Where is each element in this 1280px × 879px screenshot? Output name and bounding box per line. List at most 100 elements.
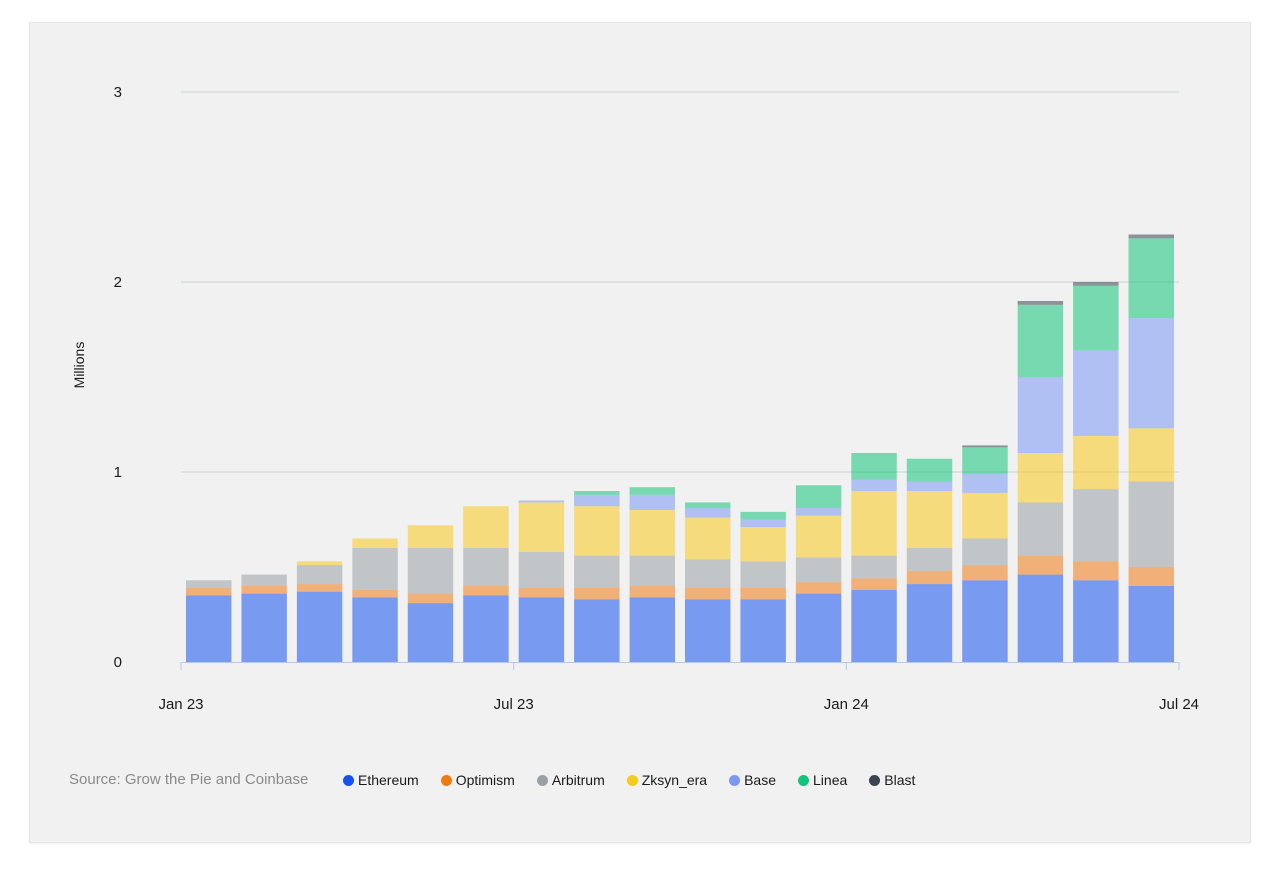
bar-arbitrum-2023-02 [241,574,287,586]
bar-optimism-2024-01 [851,578,897,590]
bar-arbitrum-2023-01 [185,580,232,588]
bar-linea-2023-12 [795,485,842,509]
bar-arbitrum-2023-10 [684,559,731,588]
axes: 0 1 2 3 Jan 23 Jul 23 Jan 24 Jul 24 [114,84,1199,713]
y-tick-label: 3 [114,84,122,101]
bar-arbitrum-2023-03 [296,565,343,585]
bar-ethereum-2023-08 [574,599,620,662]
bar-ethereum-2024-04 [1017,574,1064,662]
bar-optimism-2024-04 [1017,555,1064,575]
bar-blast-2024-05 [1073,282,1119,286]
bar-base-2024-01 [851,479,897,491]
bar-ethereum-2023-06 [463,595,509,662]
bar-arbitrum-2023-06 [463,548,509,586]
bar-optimism-2023-01 [185,587,232,596]
x-tick-label: Jan 24 [824,696,869,713]
bar-base-2024-06 [1128,318,1175,429]
bar-optimism-2023-04 [352,589,398,598]
bar-zksyn_era-2024-01 [851,491,897,556]
bar-ethereum-2023-10 [684,599,731,662]
legend-swatch [729,774,741,786]
bar-linea-2024-04 [1017,304,1064,377]
bar-zksyn_era-2023-03 [296,561,343,566]
bar-arbitrum-2024-02 [906,548,953,571]
bar-zksyn_era-2024-03 [962,492,1008,539]
bar-optimism-2023-11 [740,587,786,600]
legend-item-zksyn_era: Zksyn_era [626,772,708,788]
legend-swatch [343,774,354,786]
legend-label: Arbitrum [551,772,605,788]
bar-ethereum-2023-11 [740,599,786,662]
x-tick-label: Jul 24 [1159,696,1199,713]
bar-linea-2024-06 [1128,238,1175,319]
bar-arbitrum-2023-07 [518,551,565,588]
legend-item-optimism: Optimism [440,772,515,788]
bar-arbitrum-2023-12 [795,557,842,583]
legend-item-base: Base [729,772,776,788]
bar-linea-2023-11 [740,511,786,520]
legend-swatch [440,774,452,786]
x-tick-label: Jan 23 [158,696,203,713]
bar-zksyn_era-2023-05 [407,525,454,548]
bar-arbitrum-2023-05 [407,548,454,594]
bar-linea-2024-02 [906,458,953,482]
grid-lines [181,91,1179,473]
bar-ethereum-2023-09 [629,597,676,662]
legend-item-ethereum: Ethereum [343,772,419,788]
bar-arbitrum-2024-05 [1073,489,1119,562]
legend-item-linea: Linea [798,772,847,788]
bar-linea-2024-05 [1073,285,1119,351]
bar-base-2023-11 [740,519,786,528]
bar-base-2024-04 [1017,377,1064,453]
bar-ethereum-2023-12 [795,593,842,662]
bar-optimism-2024-06 [1128,567,1175,586]
bar-blast-2024-03 [962,445,1008,448]
bar-zksyn_era-2023-11 [740,527,786,562]
bar-zksyn_era-2024-02 [906,491,953,548]
bar-base-2024-02 [906,481,953,491]
bar-arbitrum-2024-03 [962,538,1008,566]
bar-ethereum-2024-03 [962,580,1008,662]
bar-zksyn_era-2023-04 [352,538,398,548]
legend-swatch [798,774,810,786]
legend-item-arbitrum: Arbitrum [536,772,605,788]
bar-ethereum-2023-03 [296,591,343,662]
bar-zksyn_era-2023-07 [518,502,565,552]
bar-base-2023-09 [629,494,676,510]
bar-base-2023-12 [795,508,842,516]
bar-base-2023-08 [574,494,620,507]
bar-base-2024-05 [1073,350,1119,436]
legend-label: Ethereum [358,772,419,788]
bar-zksyn_era-2023-09 [629,510,676,556]
bar-optimism-2024-03 [962,565,1008,581]
legend: Ethereum Optimism Arbitrum Zksyn_era Base Lin… [343,772,937,788]
bar-ethereum-2023-07 [518,597,565,662]
legend-label: Blast [884,772,916,788]
bar-ethereum-2023-01 [185,595,232,662]
bar-ethereum-2023-04 [352,597,398,662]
bar-linea-2023-09 [629,487,676,495]
bars [185,234,1175,662]
bar-arbitrum-2023-09 [629,555,676,586]
bar-optimism-2023-06 [463,586,509,596]
bar-base-2023-10 [684,508,731,518]
bar-optimism-2023-09 [629,586,676,598]
bar-optimism-2024-05 [1073,561,1119,581]
bar-ethereum-2023-05 [407,603,454,662]
legend-label: Zksyn_era [641,772,708,788]
bar-arbitrum-2024-04 [1017,502,1064,556]
bar-zksyn_era-2023-08 [574,506,620,556]
y-tick-label: 1 [114,464,122,481]
bar-optimism-2023-10 [684,587,731,600]
legend-item-blast: Blast [869,772,915,788]
bar-ethereum-2024-01 [851,589,897,662]
bar-ethereum-2023-02 [241,593,287,662]
y-axis-title: Millions [71,342,87,389]
legend-swatch [869,774,881,786]
legend-label: Optimism [455,772,515,788]
bar-arbitrum-2024-01 [851,555,897,579]
bar-linea-2024-01 [851,453,897,480]
bar-ethereum-2024-05 [1073,580,1119,662]
bar-blast-2024-06 [1128,234,1175,239]
